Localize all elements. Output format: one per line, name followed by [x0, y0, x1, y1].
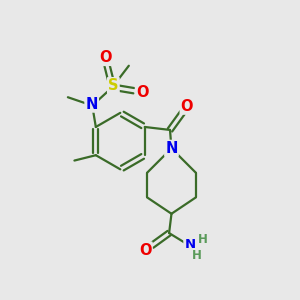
Text: H: H	[191, 249, 201, 262]
Text: O: O	[136, 85, 148, 100]
Text: H: H	[198, 232, 208, 245]
Text: N: N	[165, 141, 178, 156]
Text: O: O	[181, 99, 193, 114]
Text: S: S	[108, 78, 119, 93]
Text: N: N	[184, 238, 196, 251]
Text: O: O	[99, 50, 112, 65]
Text: N: N	[85, 97, 98, 112]
Text: O: O	[139, 242, 152, 257]
